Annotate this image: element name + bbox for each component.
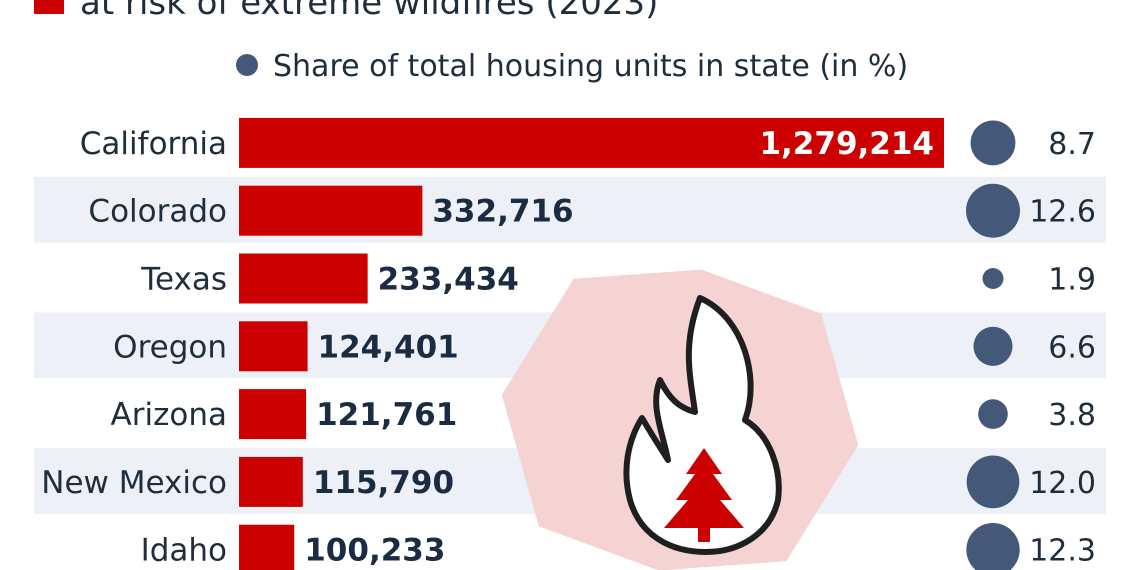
legend-bubble-marker bbox=[236, 54, 258, 76]
legend-bar-swatch bbox=[34, 0, 64, 14]
bar bbox=[239, 117, 944, 168]
tree-trunk-icon bbox=[698, 528, 710, 542]
share-bubble bbox=[966, 455, 1020, 509]
bar-value-label: 121,761 bbox=[316, 397, 457, 433]
state-label: California bbox=[80, 126, 227, 162]
share-bubble bbox=[978, 399, 1008, 429]
bar-value-label: 233,434 bbox=[378, 262, 519, 298]
share-bubble bbox=[966, 183, 1020, 238]
flame-outline-icon bbox=[623, 295, 782, 555]
state-label: Idaho bbox=[141, 533, 227, 569]
bar-value-label: 115,790 bbox=[313, 465, 454, 501]
bar bbox=[239, 456, 303, 507]
state-label: Texas bbox=[140, 262, 227, 298]
bar bbox=[239, 524, 295, 570]
wildfire-tree-icon bbox=[501, 269, 859, 570]
share-value-label: 12.3 bbox=[1029, 534, 1096, 569]
state-label: Arizona bbox=[111, 397, 227, 433]
share-bubble bbox=[982, 268, 1004, 289]
bar-value-label: 332,716 bbox=[432, 194, 573, 230]
share-value-label: 1.9 bbox=[1048, 263, 1096, 298]
bar-value-label: 100,233 bbox=[304, 533, 445, 569]
bar bbox=[239, 389, 307, 440]
share-bubble bbox=[970, 120, 1016, 166]
share-value-label: 8.7 bbox=[1048, 127, 1096, 162]
bar bbox=[239, 185, 423, 236]
row-stripe bbox=[34, 176, 1106, 243]
share-value-label: 3.8 bbox=[1048, 398, 1096, 433]
share-bubble bbox=[966, 523, 1020, 570]
bar-value-label: 124,401 bbox=[318, 329, 459, 365]
share-value-label: 12.0 bbox=[1029, 466, 1096, 501]
pine-tree-icon bbox=[664, 448, 744, 528]
share-value-label: 6.6 bbox=[1048, 330, 1096, 365]
chart-title: at risk of extreme wildfires (2023) bbox=[80, 0, 658, 23]
state-label: Oregon bbox=[113, 329, 227, 365]
chart-rows: California 1,279,214 8.7 Colorado 332,716 12.… bbox=[41, 117, 1096, 570]
state-label: Colorado bbox=[88, 194, 227, 230]
share-bubble bbox=[973, 326, 1013, 366]
bar bbox=[239, 321, 308, 372]
state-label: New Mexico bbox=[41, 465, 227, 501]
legend-share-label: Share of total housing units in state (i… bbox=[273, 49, 908, 84]
bar bbox=[239, 253, 368, 304]
share-value-label: 12.6 bbox=[1029, 195, 1096, 230]
bar-value-label: 1,279,214 bbox=[759, 126, 934, 162]
